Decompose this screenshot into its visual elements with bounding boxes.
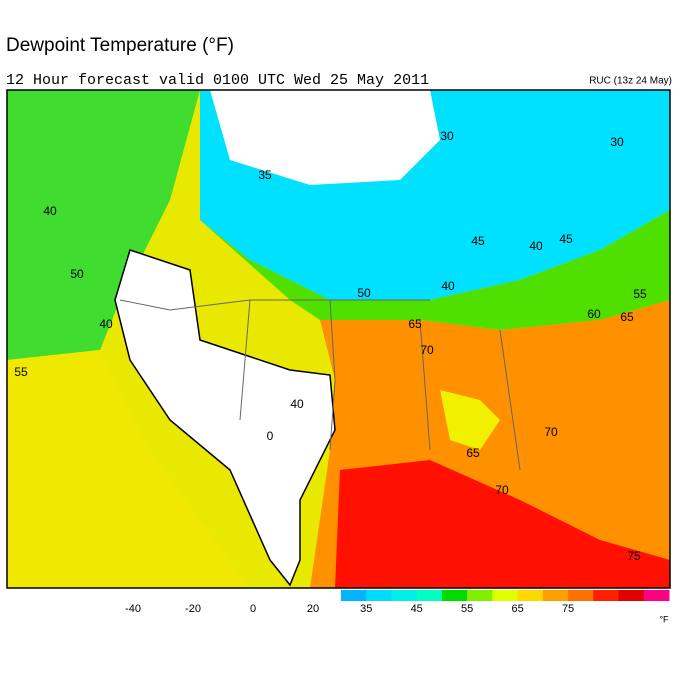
gray-label: -20 (185, 603, 201, 615)
contour-label: 0 (267, 429, 274, 443)
color-swatch (441, 590, 468, 601)
contour-label: 55 (633, 287, 647, 301)
contour-label: 50 (70, 267, 84, 281)
color-swatch (542, 590, 569, 601)
unit-label: °F (659, 614, 669, 624)
title: Dewpoint Temperature (°F) (6, 35, 234, 56)
contour-labels: 30 30 35 40 45 40 45 50 50 55 40 40 55 60 65 65 70 40 0 70 6… (14, 129, 647, 563)
contour-label: 65 (466, 446, 480, 460)
contour-label: 40 (99, 317, 113, 331)
subtitle: 12 Hour forecast valid 0100 UTC Wed 25 M… (6, 72, 429, 89)
color-swatch (643, 590, 670, 601)
contour-label: 70 (420, 343, 434, 357)
color-label: 65 (511, 603, 523, 615)
contour-label: 75 (627, 549, 641, 563)
contour-label: 70 (495, 483, 509, 497)
gray-label: -40 (125, 603, 141, 615)
color-label: 35 (360, 603, 372, 615)
borders (119, 299, 521, 471)
color-swatch (416, 590, 443, 601)
gray-label: 0 (250, 603, 256, 615)
zone-green-nw (7, 90, 200, 360)
contour-label: 55 (14, 365, 28, 379)
contour-label: 60 (587, 307, 601, 321)
gray-label: 20 (307, 603, 319, 615)
contour-label: 70 (544, 425, 558, 439)
color-bar: 35 45 55 65 75 -40 -20 0 20 °F (125, 590, 670, 624)
zone-red-gulf (335, 460, 670, 588)
contour-label: 65 (620, 310, 634, 324)
color-swatch (568, 590, 594, 601)
color-swatch (467, 590, 493, 601)
map (6, 89, 671, 589)
zone-yellow-sw (7, 350, 250, 588)
zone-yellow-appalachia (440, 390, 500, 450)
color-swatch (492, 590, 519, 601)
color-swatch (366, 590, 392, 601)
color-swatch (391, 590, 418, 601)
color-swatch (593, 590, 620, 601)
color-swatch (517, 590, 544, 601)
contour-label: 40 (290, 397, 304, 411)
color-swatch (618, 590, 645, 601)
color-label: 45 (411, 603, 423, 615)
contour-label: 65 (408, 317, 422, 331)
color-label: 55 (461, 603, 473, 615)
zone-white-canada (210, 90, 440, 185)
contour-label: 40 (43, 204, 57, 218)
contour-label: 40 (441, 279, 455, 293)
contour-label: 30 (440, 129, 454, 143)
contour-label: 30 (610, 135, 624, 149)
contour-label: 45 (471, 234, 485, 248)
contour-label: 50 (357, 286, 371, 300)
model-label: RUC (13z 24 May) (589, 76, 672, 87)
zone-white-mountains (114, 249, 336, 587)
contour-label: 35 (258, 168, 272, 182)
contour-label: 40 (529, 239, 543, 253)
color-label: 75 (562, 603, 574, 615)
contour-label: 45 (559, 232, 573, 246)
color-swatch (341, 590, 367, 601)
map-frame (6, 89, 671, 589)
